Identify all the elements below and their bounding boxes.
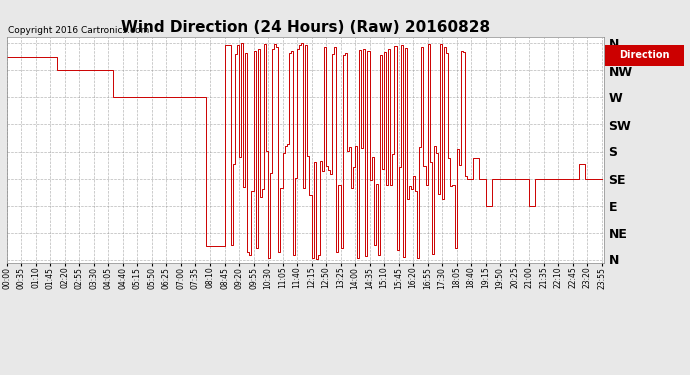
Text: Direction: Direction — [620, 50, 670, 60]
Title: Wind Direction (24 Hours) (Raw) 20160828: Wind Direction (24 Hours) (Raw) 20160828 — [121, 20, 490, 35]
Text: Copyright 2016 Cartronics.com: Copyright 2016 Cartronics.com — [8, 26, 149, 35]
